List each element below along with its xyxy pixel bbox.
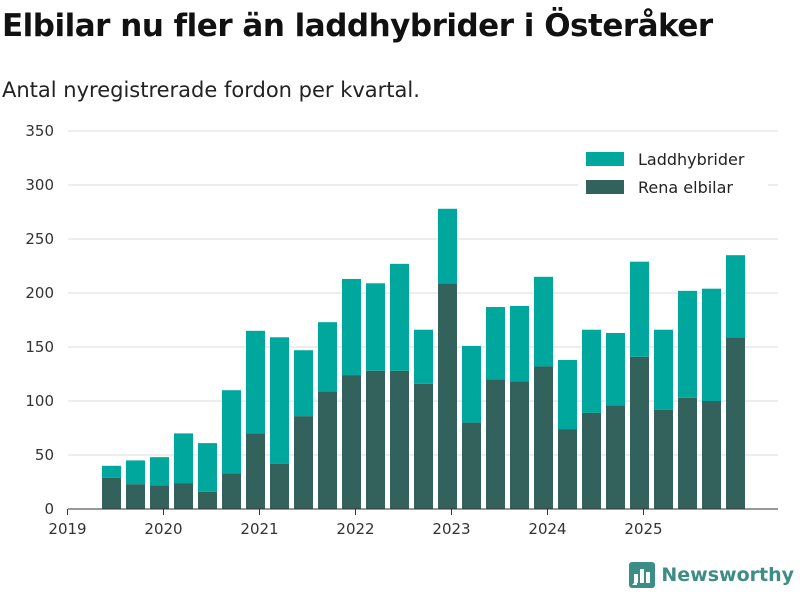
bar-rena-elbilar-2021-Q2 (294, 416, 313, 509)
bar-rena-elbilar-2022-Q4 (438, 283, 457, 509)
axes: 0 50 100 150 200 250 300 350 2019 2020 2021 2022 202… (25, 122, 778, 538)
bar-laddhybrider-2025-Q3 (702, 288, 721, 401)
bar-laddhybrider-2020-Q1 (174, 433, 193, 484)
y-tick-label-300: 300 (25, 176, 54, 194)
bar-laddhybrider-2019-Q2 (102, 465, 121, 478)
bar-laddhybrider-2023-Q3 (510, 305, 529, 382)
bar-rena-elbilar-2025-Q2 (678, 397, 697, 509)
brand-name: Newsworthy (661, 564, 794, 586)
bar-rena-elbilar-2022-Q1 (366, 370, 385, 509)
legend-swatch-laddhybrider (586, 152, 624, 166)
bar-rena-elbilar-2023-Q4 (534, 366, 553, 509)
legend-label-laddhybrider: Laddhybrider (638, 150, 745, 169)
newsworthy-icon (629, 562, 656, 588)
bar-laddhybrider-2024-Q2 (582, 329, 601, 413)
x-tick-label-2021: 2021 (240, 520, 278, 538)
legend: Laddhybrider Rena elbilar (578, 144, 768, 204)
x-tick-label-2024: 2024 (528, 520, 566, 538)
x-tick-label-2025: 2025 (624, 520, 662, 538)
bar-rena-elbilar-2024-Q3 (606, 405, 625, 509)
bar-laddhybrider-2024-Q3 (606, 332, 625, 406)
bar-rena-elbilar-2023-Q1 (462, 422, 481, 509)
bar-laddhybrider-2021-Q4 (342, 278, 361, 376)
bar-laddhybrider-2019-Q3 (126, 460, 145, 485)
newsworthy-logo: Newsworthy (629, 562, 794, 588)
x-tick-label-2022: 2022 (336, 520, 374, 538)
bar-laddhybrider-2020-Q2 (198, 443, 217, 492)
bar-laddhybrider-2025-Q1 (654, 329, 673, 410)
x-tick-label-2023: 2023 (432, 520, 470, 538)
bar-laddhybrider-2022-Q4 (438, 208, 457, 284)
legend-swatch-rena-elbilar (586, 180, 624, 194)
bar-laddhybrider-2020-Q3 (222, 390, 241, 474)
bar-rena-elbilar-2020-Q3 (222, 473, 241, 509)
bar-laddhybrider-2022-Q3 (414, 329, 433, 384)
bar-laddhybrider-2020-Q4 (246, 330, 265, 434)
bar-laddhybrider-2019-Q4 (150, 457, 169, 486)
bar-laddhybrider-2022-Q1 (366, 283, 385, 371)
bar-laddhybrider-2024-Q1 (558, 359, 577, 430)
bar-rena-elbilar-2024-Q1 (558, 429, 577, 509)
y-tick-label-350: 350 (25, 122, 54, 140)
bar-rena-elbilar-2024-Q4 (630, 356, 649, 509)
y-tick-label-200: 200 (25, 284, 54, 302)
bar-rena-elbilar-2020-Q2 (198, 491, 217, 509)
y-tick-label-0: 0 (44, 500, 54, 518)
bar-rena-elbilar-2020-Q1 (174, 483, 193, 509)
y-tick-label-50: 50 (35, 446, 54, 464)
bar-laddhybrider-2025-Q4 (726, 255, 745, 338)
bar-rena-elbilar-2019-Q3 (126, 484, 145, 509)
bar-laddhybrider-2021-Q3 (318, 322, 337, 392)
bar-laddhybrider-2023-Q4 (534, 276, 553, 367)
chart-subtitle: Antal nyregistrerade fordon per kvartal. (2, 78, 420, 102)
bar-rena-elbilar-2022-Q2 (390, 370, 409, 509)
bar-laddhybrider-2021-Q1 (270, 337, 289, 464)
bar-rena-elbilar-2024-Q2 (582, 412, 601, 509)
bar-rena-elbilar-2023-Q2 (486, 379, 505, 509)
bar-rena-elbilar-2023-Q3 (510, 381, 529, 509)
bars (102, 208, 745, 509)
bar-rena-elbilar-2019-Q4 (150, 485, 169, 509)
x-tick-label-2020: 2020 (144, 520, 182, 538)
bar-rena-elbilar-2019-Q2 (102, 477, 121, 509)
bar-laddhybrider-2023-Q1 (462, 345, 481, 423)
bar-laddhybrider-2023-Q2 (486, 307, 505, 380)
x-tick-label-2019: 2019 (48, 520, 86, 538)
bar-laddhybrider-2025-Q2 (678, 290, 697, 398)
y-tick-label-250: 250 (25, 230, 54, 248)
bar-laddhybrider-2024-Q4 (630, 261, 649, 357)
bar-laddhybrider-2022-Q2 (390, 263, 409, 371)
bar-rena-elbilar-2025-Q1 (654, 409, 673, 509)
bar-laddhybrider-2021-Q2 (294, 350, 313, 417)
y-tick-label-100: 100 (25, 392, 54, 410)
chart-title: Elbilar nu fler än laddhybrider i Österå… (2, 8, 713, 44)
bar-rena-elbilar-2022-Q3 (414, 383, 433, 509)
bar-rena-elbilar-2020-Q4 (246, 433, 265, 509)
bar-rena-elbilar-2025-Q3 (702, 401, 721, 509)
bar-rena-elbilar-2021-Q1 (270, 463, 289, 509)
legend-label-rena-elbilar: Rena elbilar (638, 178, 733, 197)
y-tick-label-150: 150 (25, 338, 54, 356)
bar-rena-elbilar-2025-Q4 (726, 337, 745, 509)
bar-rena-elbilar-2021-Q4 (342, 375, 361, 509)
bar-rena-elbilar-2021-Q3 (318, 391, 337, 509)
